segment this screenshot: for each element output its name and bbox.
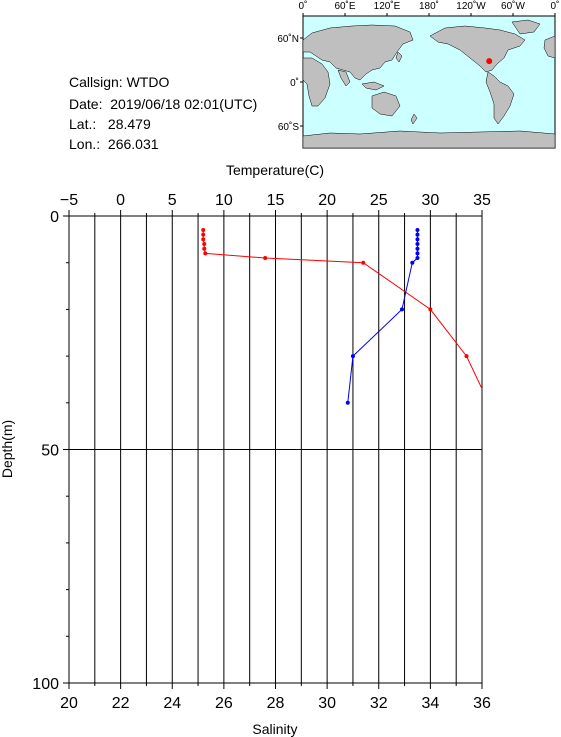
land-indonesia [361,81,385,91]
salinity-point [345,400,350,405]
land-new-zealand [410,113,418,125]
map-lon-label: 120˚W [456,0,486,12]
salinity-ticks: 20 22 24 26 28 30 32 34 36 [60,683,491,712]
temperature-point [464,354,469,359]
salinity-point [415,228,420,233]
temperature-point [201,228,206,233]
salinity-tick-label: 22 [112,695,130,712]
salinity-point [415,251,420,256]
salinity-tick-label: 30 [318,695,336,712]
lat-row: Lat.: 28.479 [69,116,151,132]
salinity-tick-label: 34 [421,695,439,712]
lat-label: Lat.: [69,116,97,132]
salinity-tick-label: 32 [370,695,388,712]
map-lon-label: 0˚ [551,0,560,12]
temperature-point [361,260,366,265]
salinity-tick-label: 24 [163,695,181,712]
depth-tick-label: 100 [32,676,59,693]
map-lon-label: 60˚W [501,0,525,12]
map-lon-label: 120˚E [374,0,401,12]
temperature-tick-label: 5 [168,192,177,209]
temperature-point [201,237,206,242]
temperature-profile-line [202,230,483,390]
land-africa [302,57,331,107]
salinity-point [350,354,355,359]
temperature-tick-label: 0 [116,192,125,209]
temperature-tick-label: 30 [421,192,439,209]
map-lat-label: 0˚ [290,77,299,89]
land-south-america [485,71,515,125]
temperature-point [428,307,433,312]
land-greenland [511,19,541,35]
salinity-tick-label: 28 [267,695,285,712]
map-lon-label: 180˚ [419,0,439,12]
lon-label: Lon.: [69,136,101,152]
map-lat-label: 60˚S [278,121,299,133]
depth-tick-label: 50 [41,443,59,460]
temperature-axis-label: Temperature(C) [226,162,324,178]
temperature-point [263,256,268,261]
callsign-value: WTDO [126,74,170,90]
lat-value: 28.479 [107,116,151,132]
salinity-tick-label: 26 [215,695,233,712]
map-latitude-labels: 60˚N 0˚ 60˚S [277,33,303,133]
lon-row: Lon.: 266.031 [69,136,159,152]
temperature-point [203,251,208,256]
land-australia [371,91,401,117]
land-eurasia [302,24,414,81]
date-value: 2019/06/18 02:01(UTC) [110,96,258,112]
salinity-point [415,232,420,237]
map-land [302,19,556,149]
depth-tick-label: 0 [50,209,59,226]
chart-series [201,228,483,405]
salinity-tick-label: 20 [60,695,78,712]
callsign-row: Callsign: WTDO [69,74,169,90]
salinity-point [415,246,420,251]
depth-ticks: 0 50 100 [32,209,69,693]
map-lon-label: 60˚E [334,0,355,12]
land-north-america [429,25,526,73]
salinity-point [415,256,420,261]
chart-grid [69,216,482,683]
world-map: 0˚ 60˚E 120˚E 180˚ 120˚W 60˚W 0˚ 60˚N 0˚ 60˚S [277,0,560,149]
salinity-profile-line [347,230,418,403]
salinity-point [410,260,415,265]
land-antarctica [302,130,556,149]
callsign-label: Callsign: [69,74,123,90]
temperature-tick-label: 25 [370,192,388,209]
land-europe-west [543,35,556,59]
temperature-tick-label: 35 [473,192,491,209]
temperature-point [202,246,207,251]
salinity-point [399,307,404,312]
temperature-point [202,242,207,247]
temperature-tick-label: 10 [215,192,233,209]
land-japan [395,51,403,63]
map-lon-label: 0˚ [299,0,308,12]
salinity-tick-label: 36 [473,695,491,712]
salinity-point [415,242,420,247]
temperature-tick-label: 20 [318,192,336,209]
lon-value: 266.031 [107,136,159,152]
date-label: Date: [69,96,103,112]
date-row: Date: 2019/06/18 02:01(UTC) [69,96,257,112]
map-longitude-labels: 0˚ 60˚E 120˚E 180˚ 120˚W 60˚W 0˚ [299,0,560,16]
land-india [337,69,351,87]
station-marker [486,58,493,65]
temperature-tick-label: −5 [60,192,78,209]
temperature-tick-label: 15 [267,192,285,209]
map-lat-label: 60˚N [277,33,299,45]
temperature-point [201,232,206,237]
salinity-axis-label: Salinity [252,721,297,737]
depth-axis-label: Depth(m) [0,420,15,478]
temperature-ticks: −5 0 5 10 15 20 25 30 35 [60,192,491,216]
salinity-point [415,237,420,242]
